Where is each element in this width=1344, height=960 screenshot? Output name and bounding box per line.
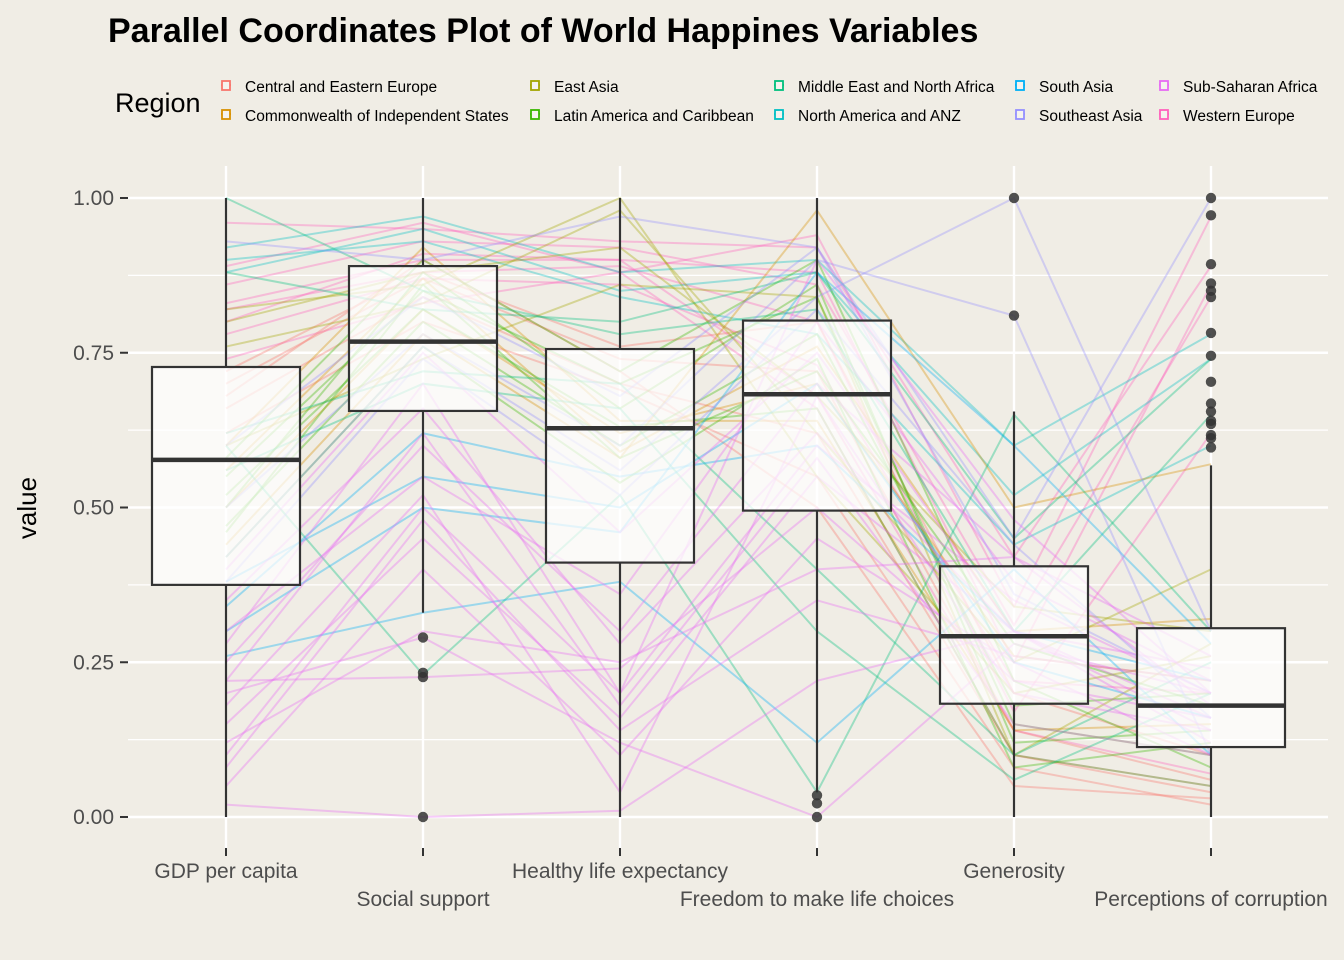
y-axis-title: value <box>12 477 42 539</box>
legend-key-box <box>1015 109 1025 120</box>
legend-label: Central and Eastern Europe <box>245 79 437 96</box>
boxplots <box>150 192 1287 823</box>
boxplot-outlier <box>1205 350 1217 362</box>
boxplot-box <box>741 319 893 512</box>
boxplot <box>150 198 302 817</box>
boxplot-outlier <box>1205 210 1217 221</box>
y-tick-label: 0.75 <box>73 342 114 365</box>
series-line <box>225 227 1212 497</box>
boxplot-outlier <box>1205 398 1217 409</box>
x-axis: GDP per capita Social support Healthy life… <box>154 848 1328 911</box>
series-line <box>225 412 1212 795</box>
x-tick-label: Generosity <box>963 860 1065 883</box>
boxplot-outlier <box>1205 327 1217 339</box>
boxplot-outlier <box>417 811 429 823</box>
boxplot-outlier <box>417 632 429 643</box>
boxplot <box>1135 192 1287 817</box>
boxplot-outlier <box>811 798 823 809</box>
legend-label: Sub-Saharan Africa <box>1183 79 1318 96</box>
y-axis: 0.00 0.25 0.50 0.75 1.00 <box>73 187 128 829</box>
boxplot-outlier <box>1205 278 1217 289</box>
y-tick-label: 0.00 <box>73 806 114 829</box>
legend-key-box <box>530 80 540 91</box>
boxplot-outlier <box>417 671 429 683</box>
boxplot-outlier <box>1205 376 1217 388</box>
legend-key-box <box>1159 109 1169 120</box>
series-line <box>225 215 1212 447</box>
legend-key-box <box>774 80 784 91</box>
series-line <box>225 221 1212 559</box>
boxplot-outlier <box>1205 442 1217 453</box>
x-tick-label: Healthy life expectancy <box>512 860 728 883</box>
legend-key-box <box>221 109 231 120</box>
legend-key-box <box>1159 80 1169 91</box>
series-line <box>225 431 1212 757</box>
series-line <box>225 197 1212 541</box>
boxplot-outlier <box>1205 418 1217 430</box>
legend-key-box <box>221 80 231 91</box>
boxplot-box <box>544 347 696 564</box>
legend-label: South Asia <box>1039 79 1113 96</box>
legend-entry: Commonwealth of Independent States <box>221 108 509 125</box>
legend-title: Region <box>115 88 201 118</box>
x-tick-label: GDP per capita <box>154 860 298 883</box>
x-tick-label: Freedom to make life choices <box>680 888 954 911</box>
boxplot-box <box>1135 627 1287 749</box>
legend-entry: East Asia <box>530 79 619 96</box>
legend-label: North America and ANZ <box>798 108 961 125</box>
boxplot <box>544 198 696 817</box>
series-line <box>225 257 1212 696</box>
boxplot <box>347 198 499 823</box>
legend-entry: Western Europe <box>1159 108 1295 125</box>
boxplot-outlier <box>1008 192 1020 204</box>
boxplot-outlier <box>1205 291 1217 303</box>
legend-entry: Latin America and Caribbean <box>530 108 754 125</box>
x-tick-label: Social support <box>356 888 489 911</box>
legend-entry: South Asia <box>1015 79 1113 96</box>
legend-label: Commonwealth of Independent States <box>245 108 509 125</box>
chart-title: Parallel Coordinates Plot of World Happi… <box>108 12 978 50</box>
legend-key-box <box>1015 80 1025 91</box>
boxplot-outlier <box>1008 310 1020 321</box>
legend: Central and Eastern Europe Commonwealth o… <box>221 79 1318 125</box>
legend-entry: Middle East and North Africa <box>774 79 995 96</box>
legend-key-box <box>774 109 784 120</box>
legend-label: Southeast Asia <box>1039 108 1143 125</box>
y-tick-label: 1.00 <box>73 187 114 210</box>
series-line <box>225 216 1212 609</box>
boxplot-box <box>347 264 499 413</box>
boxplot-outlier <box>811 790 823 801</box>
boxplot-outlier <box>811 811 823 823</box>
boxplot-outlier <box>1205 259 1217 270</box>
boxplot-outlier <box>1205 432 1217 444</box>
boxplot-outlier <box>1205 406 1217 417</box>
boxplot <box>938 192 1090 817</box>
legend-entry: Sub-Saharan Africa <box>1159 79 1318 96</box>
legend-entry: Central and Eastern Europe <box>221 79 437 96</box>
legend-entry: North America and ANZ <box>774 108 961 125</box>
boxplot-outlier <box>1205 192 1217 204</box>
boxplot <box>741 198 893 823</box>
legend-key-box <box>530 109 540 120</box>
boxplot-box <box>150 365 302 586</box>
x-tick-label: Perceptions of corruption <box>1094 888 1327 911</box>
legend-label: Western Europe <box>1183 108 1295 125</box>
y-tick-label: 0.25 <box>73 651 114 674</box>
legend-entry: Southeast Asia <box>1015 108 1143 125</box>
y-tick-label: 0.50 <box>73 497 114 520</box>
series-line <box>225 240 1212 546</box>
legend-label: Latin America and Caribbean <box>554 108 754 125</box>
series-line <box>225 270 1212 645</box>
legend-label: Middle East and North Africa <box>798 79 995 96</box>
legend-label: East Asia <box>554 79 619 96</box>
